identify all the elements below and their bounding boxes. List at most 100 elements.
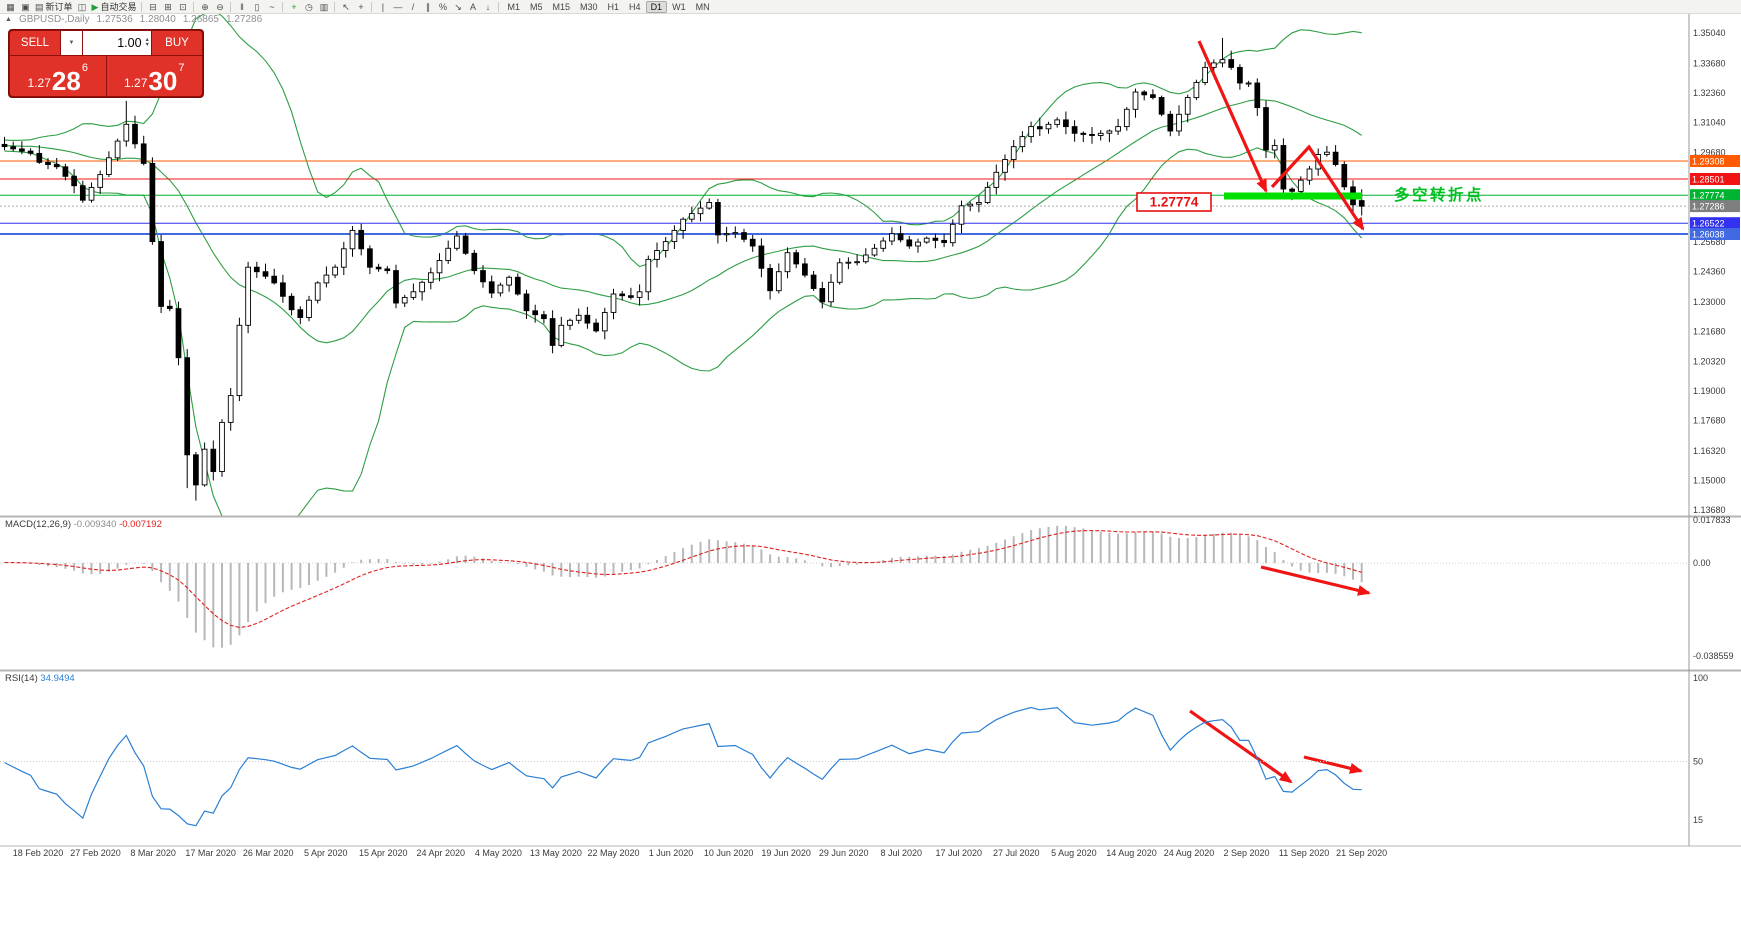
text-tool-button[interactable]: A [465, 1, 480, 13]
svg-text:5 Aug 2020: 5 Aug 2020 [1051, 848, 1097, 858]
tile-windows-horizontal-icon: ⊟ [149, 1, 157, 12]
line-chart-mode-button[interactable]: ~ [264, 1, 279, 13]
svg-text:1.25680: 1.25680 [1693, 237, 1726, 247]
timeframe-h1-button[interactable]: H1 [607, 1, 620, 12]
zoom-in-button[interactable]: ⊕ [197, 1, 212, 13]
cursor-icon: ↖ [342, 1, 350, 12]
timeframe-m15-button[interactable]: M15 [552, 1, 571, 12]
svg-text:1.15000: 1.15000 [1693, 476, 1726, 486]
vertical-line-tool-button[interactable]: | [375, 1, 390, 13]
svg-text:17 Mar 2020: 17 Mar 2020 [185, 848, 236, 858]
macd-indicator-panel: MACD(12,26,9) -0.009340 -0.007192 0.01783… [0, 515, 1734, 661]
volume-spinner[interactable]: ▲ ▼ [145, 37, 150, 48]
svg-text:15: 15 [1693, 815, 1703, 825]
svg-text:21 Sep 2020: 21 Sep 2020 [1336, 848, 1387, 858]
svg-text:1.16320: 1.16320 [1693, 446, 1726, 456]
price-axis[interactable]: 1.35040 1.33680 1.32360 1.31040 1.29680 1.256… [1690, 28, 1740, 515]
timeframe-m30-button[interactable]: M30 [580, 1, 598, 12]
crosshair-button[interactable]: + [353, 1, 368, 13]
timeframe-d1-button[interactable]: D1 [645, 0, 668, 13]
svg-text:26 Mar 2020: 26 Mar 2020 [243, 848, 294, 858]
zoom-out-button[interactable]: ⊖ [212, 1, 227, 13]
svg-text:1.21680: 1.21680 [1693, 326, 1726, 336]
vertical-line-tool-icon: | [381, 1, 385, 12]
svg-text:1.26522: 1.26522 [1692, 219, 1725, 229]
timeframe-h4-button[interactable]: H4 [629, 1, 641, 12]
buy-button[interactable]: BUY [152, 31, 202, 55]
horizontal-level-lines[interactable] [0, 160, 1688, 235]
svg-text:27 Feb 2020: 27 Feb 2020 [70, 848, 121, 858]
svg-text:1.27774: 1.27774 [1692, 191, 1725, 201]
data-window-button[interactable]: ▣ [18, 1, 33, 13]
svg-text:1.24360: 1.24360 [1693, 267, 1726, 277]
data-window-icon: ▣ [21, 1, 30, 12]
timeframe-m5-button[interactable]: M5 [529, 1, 543, 12]
svg-text:1.23000: 1.23000 [1693, 297, 1726, 307]
timeframe-m1-button[interactable]: M1 [507, 1, 520, 12]
chevron-down-icon: ▼ [68, 40, 75, 46]
market-watch-button[interactable]: ▦ [3, 1, 18, 13]
support-zone-bar[interactable] [1224, 192, 1362, 200]
timeframe-mn-button[interactable]: MN [695, 1, 710, 12]
trendline-tool-button[interactable]: / [405, 1, 420, 13]
svg-text:22 May 2020: 22 May 2020 [587, 848, 639, 858]
bar-chart-mode-button[interactable]: ‖ [234, 1, 249, 13]
svg-text:24 Aug 2020: 24 Aug 2020 [1164, 848, 1215, 858]
indicators-list-button[interactable]: + [286, 1, 301, 13]
collapse-triangle-icon[interactable]: ▲ [5, 16, 12, 23]
new-order-button[interactable]: ▤ 新订单 [33, 1, 75, 13]
panel-separators[interactable] [0, 13, 1741, 847]
fibonacci-tool-button[interactable]: % [435, 1, 450, 13]
one-click-trading-panel: SELL ▼ 1.00 ▲ ▼ BUY 1.27 28 6 1.27 30 7 [8, 29, 204, 98]
svg-text:1.32360: 1.32360 [1693, 88, 1726, 98]
new-chart-button[interactable]: ◫ [75, 1, 90, 13]
cursor-button[interactable]: ↖ [338, 1, 353, 13]
channel-tool-icon: ∥ [425, 1, 431, 12]
arrows-tool-button[interactable]: ↓ [480, 1, 495, 13]
candlestick-mode-button[interactable]: ▯ [249, 1, 264, 13]
svg-text:15 Apr 2020: 15 Apr 2020 [359, 848, 408, 858]
line-chart-mode-icon: ~ [269, 1, 275, 12]
zoom-in-icon: ⊕ [201, 1, 209, 12]
svg-text:1.19000: 1.19000 [1693, 386, 1726, 396]
tile-windows-vertical-icon: ⊞ [164, 1, 172, 12]
arrows-tool-icon: ↓ [485, 1, 491, 12]
periods-button[interactable]: ◷ [301, 1, 316, 13]
date-axis[interactable]: 18 Feb 2020 27 Feb 2020 8 Mar 2020 17 Mar 2… [13, 848, 1387, 858]
svg-text:0.017833: 0.017833 [1693, 515, 1731, 525]
bollinger-bands [4, 13, 1363, 516]
cn-annotation: 多空转折点 [1394, 185, 1484, 204]
autotrading-label: 自动交易 [100, 2, 137, 12]
trend-arrows[interactable] [1189, 40, 1371, 784]
svg-text:1.13680: 1.13680 [1693, 505, 1726, 515]
indicators-list-icon: + [291, 1, 297, 12]
ask-big: 30 [148, 65, 178, 96]
timeframe-w1-button[interactable]: W1 [672, 1, 686, 12]
horizontal-line-tool-button[interactable]: — [390, 1, 405, 13]
cascade-windows-button[interactable]: ⊡ [175, 1, 190, 13]
shapes-tool-button[interactable]: ↘ [450, 1, 465, 13]
toolbar: ▦ ▣ ▤ 新订单 ◫ ▶ 自动交易 ⊟ ⊞ ⊡ ⊕ ⊖ ‖ ▯ ~ + ◷ ▥ ↖ + | — / ∥% ↘ A ↓ M1 M5 M15… [0, 0, 1741, 14]
tile-windows-horizontal-button[interactable]: ⊟ [145, 1, 160, 13]
volume-dropdown[interactable]: ▼ [61, 31, 82, 55]
ask-price-button[interactable]: 1.27 30 7 [106, 56, 202, 96]
volume-input[interactable]: 1.00 ▲ ▼ [83, 31, 151, 55]
autotrading-button[interactable]: ▶ 自动交易 [90, 1, 139, 13]
periods-icon: ◷ [305, 1, 313, 12]
tile-windows-vertical-button[interactable]: ⊞ [160, 1, 175, 13]
svg-text:0.00: 0.00 [1693, 558, 1711, 568]
svg-text:10 Jun 2020: 10 Jun 2020 [704, 848, 754, 858]
toolbar-separator [230, 1, 232, 12]
shapes-tool-icon: ↘ [454, 1, 462, 12]
svg-text:100: 100 [1693, 673, 1708, 683]
price-callout[interactable]: 1.27774 [1136, 192, 1212, 212]
channel-tool-button[interactable]: ∥ [420, 1, 435, 13]
bid-price-button[interactable]: 1.27 28 6 [10, 56, 106, 96]
bid-big: 28 [51, 65, 81, 96]
sell-button[interactable]: SELL [10, 31, 60, 55]
templates-button[interactable]: ▥ [316, 1, 331, 13]
svg-text:1.31040: 1.31040 [1693, 117, 1726, 127]
svg-text:-0.038559: -0.038559 [1693, 651, 1734, 661]
svg-text:1.27286: 1.27286 [1692, 202, 1725, 212]
